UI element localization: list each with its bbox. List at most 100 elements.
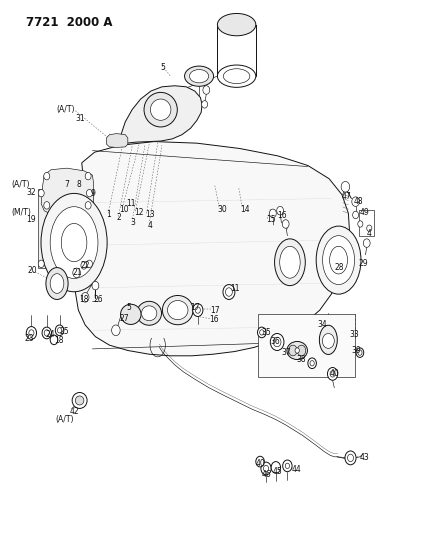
Text: 33: 33 [350,330,360,339]
Circle shape [26,327,36,340]
Circle shape [92,281,99,290]
Ellipse shape [46,268,68,300]
Text: 24: 24 [45,330,55,339]
Text: 37: 37 [281,348,291,357]
Text: 43: 43 [360,454,370,463]
Text: 3: 3 [131,219,136,228]
Circle shape [81,262,87,269]
Ellipse shape [41,193,107,292]
Ellipse shape [330,246,348,274]
Ellipse shape [144,92,177,127]
Text: 48: 48 [354,197,363,206]
Ellipse shape [75,396,84,405]
Circle shape [270,334,284,351]
Circle shape [203,86,210,94]
Circle shape [352,197,360,206]
Circle shape [193,304,203,317]
Circle shape [42,327,51,339]
Text: 17: 17 [190,303,200,312]
Text: 7721  2000 A: 7721 2000 A [26,15,113,29]
Text: 9: 9 [90,189,95,198]
Circle shape [270,209,276,217]
Ellipse shape [323,236,354,285]
Ellipse shape [316,226,361,294]
Text: 13: 13 [145,210,155,219]
Text: 47: 47 [341,192,351,201]
Text: 46: 46 [262,471,271,479]
Text: 8: 8 [77,180,81,189]
Circle shape [264,465,269,472]
Text: 38: 38 [296,355,306,364]
Text: (A/T): (A/T) [56,105,74,114]
Text: 5: 5 [127,303,131,312]
Circle shape [348,454,354,462]
Text: 1: 1 [107,210,111,219]
Circle shape [226,288,232,296]
Circle shape [358,221,363,227]
Circle shape [353,211,359,219]
Text: 18: 18 [80,295,89,304]
Text: 29: 29 [358,260,368,268]
Circle shape [271,462,280,473]
Ellipse shape [287,342,307,360]
Text: 42: 42 [70,407,80,416]
Ellipse shape [137,301,161,325]
Circle shape [86,189,92,197]
Circle shape [282,460,292,472]
Circle shape [81,293,89,302]
Text: (A/T): (A/T) [12,180,30,189]
Text: 34: 34 [317,320,327,329]
Circle shape [358,350,362,356]
Circle shape [273,337,281,347]
Circle shape [277,206,283,215]
Ellipse shape [150,99,171,120]
Circle shape [341,181,350,192]
Circle shape [256,456,265,467]
Text: 11: 11 [127,199,136,208]
Text: 27: 27 [119,314,129,323]
Ellipse shape [50,273,64,293]
Circle shape [327,368,338,380]
Ellipse shape [167,301,188,320]
Text: 17: 17 [211,305,220,314]
Bar [359,210,374,236]
Circle shape [38,260,44,268]
Circle shape [345,451,356,465]
Text: 11: 11 [230,284,240,293]
Ellipse shape [162,295,193,325]
Ellipse shape [275,239,305,286]
Text: 40: 40 [330,369,340,378]
Text: 26: 26 [94,295,103,304]
Circle shape [202,101,208,108]
Text: 39: 39 [351,346,361,355]
Ellipse shape [223,69,250,84]
Polygon shape [107,134,128,148]
Circle shape [258,327,266,338]
Text: 16: 16 [209,315,219,324]
Text: 15: 15 [266,215,276,224]
Text: 22: 22 [81,261,90,270]
Ellipse shape [184,66,214,86]
Ellipse shape [190,69,209,83]
Text: 4: 4 [367,229,372,238]
Ellipse shape [121,304,141,325]
Bar [258,314,355,377]
Ellipse shape [217,13,256,36]
Text: 16: 16 [277,212,287,221]
Text: 7: 7 [64,180,69,189]
Text: 25: 25 [59,327,69,336]
Circle shape [363,239,370,247]
Text: 5: 5 [160,63,166,71]
Ellipse shape [319,325,337,354]
Text: 19: 19 [26,215,36,224]
Text: 30: 30 [217,205,227,214]
Ellipse shape [142,306,157,321]
Circle shape [44,330,49,336]
Text: 21: 21 [72,269,82,277]
Ellipse shape [61,223,87,262]
Circle shape [322,334,334,349]
Circle shape [38,189,44,197]
Ellipse shape [217,65,256,87]
Circle shape [356,348,364,358]
Text: 2: 2 [117,213,122,222]
